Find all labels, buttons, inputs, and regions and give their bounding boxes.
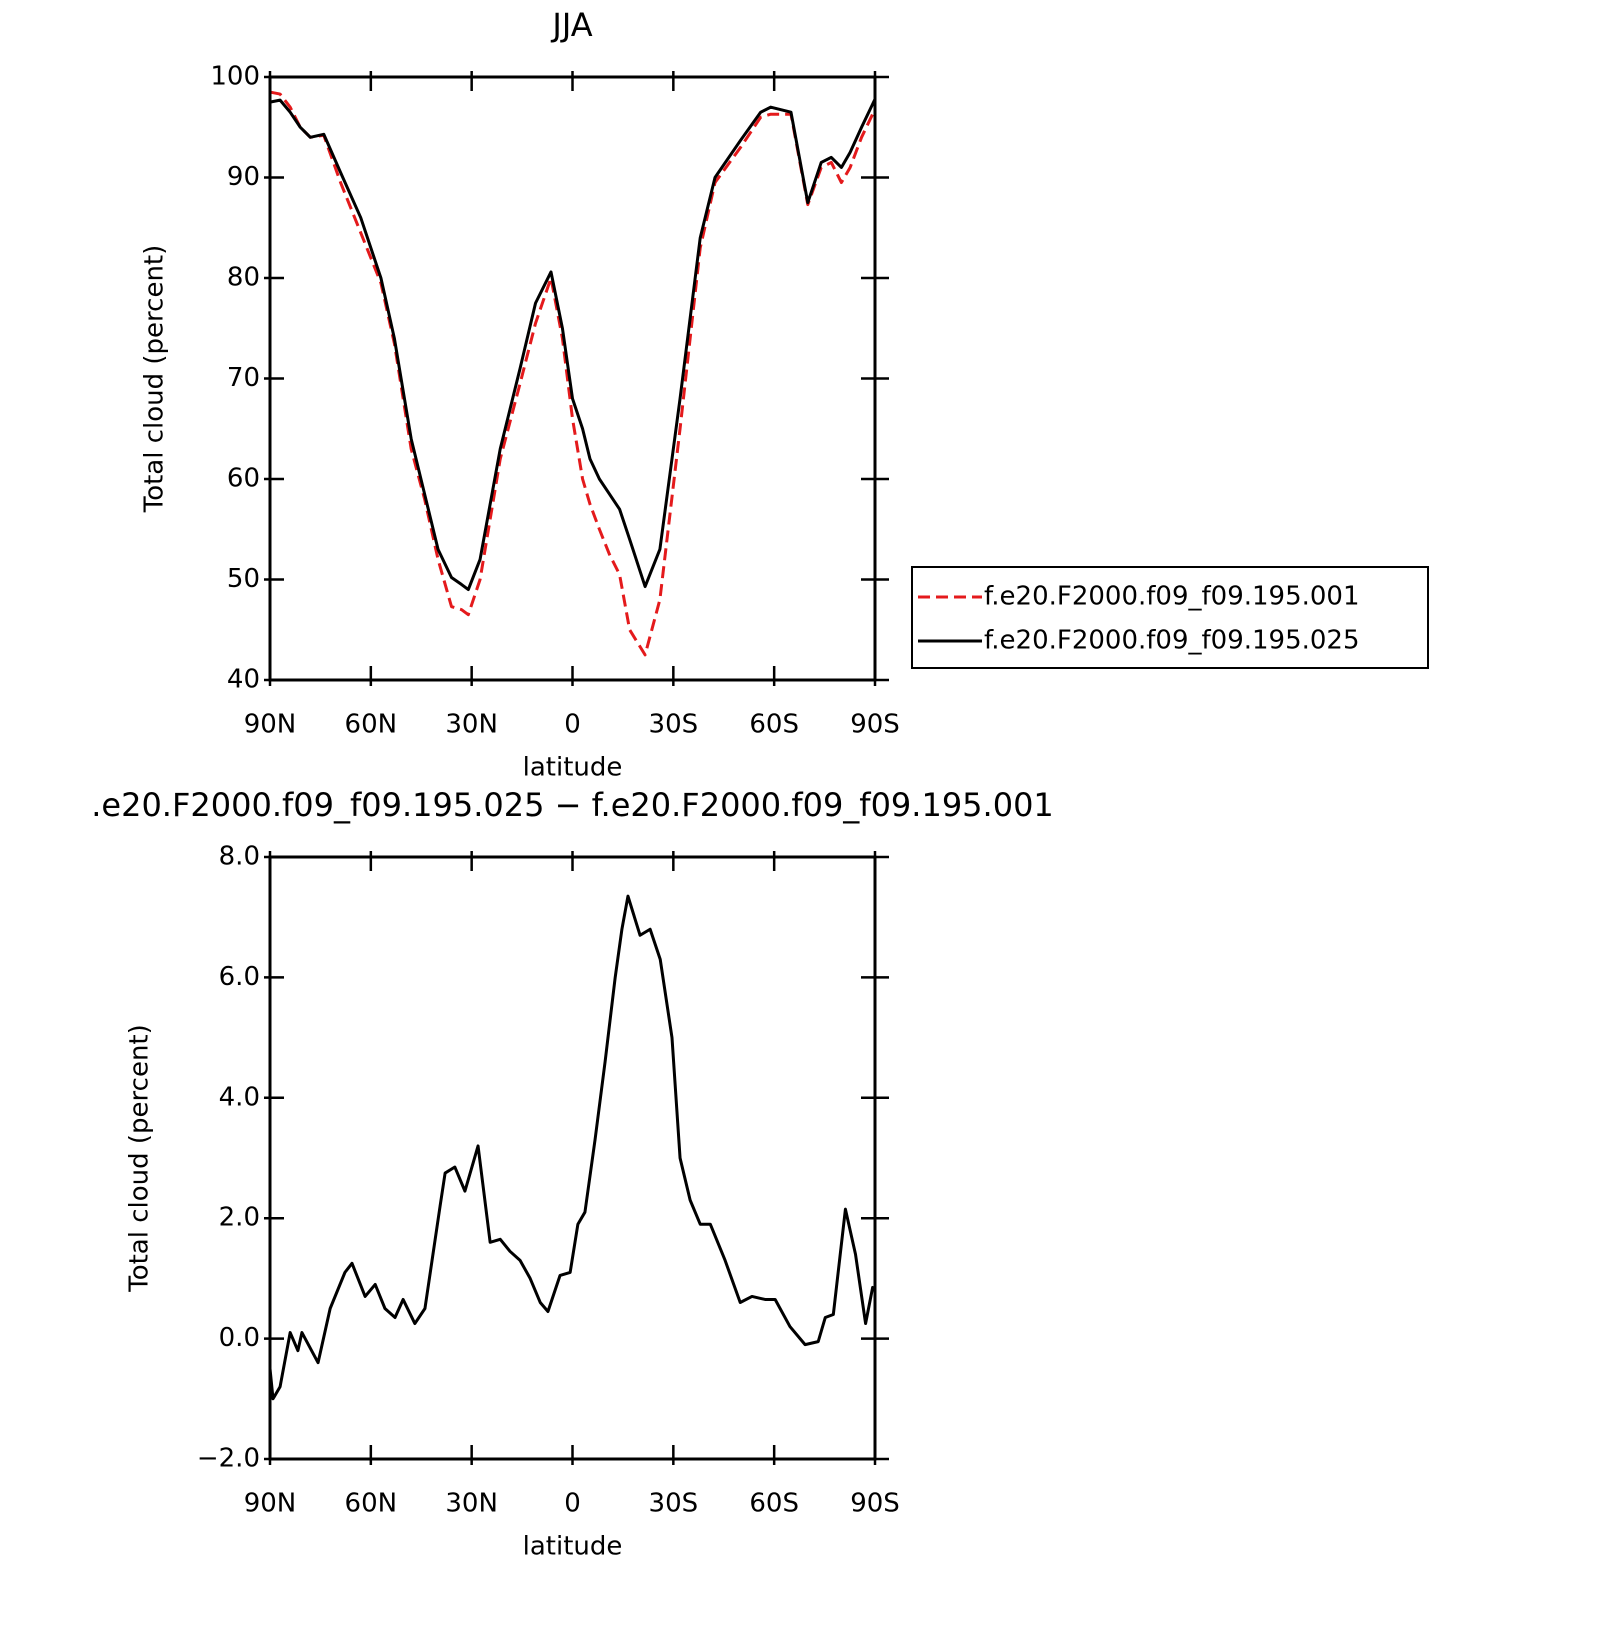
y-tick-label: 80 <box>227 263 260 293</box>
x-tick-label: 30S <box>649 1489 699 1519</box>
data-line <box>269 90 877 657</box>
y-axis-label: Total cloud (percent) <box>140 245 170 514</box>
x-tick-label: 90S <box>850 1489 900 1519</box>
chart-title: JJA <box>550 6 592 44</box>
legend-label: f.e20.F2000.f09_f09.195.001 <box>984 582 1360 612</box>
legend-label: f.e20.F2000.f09_f09.195.025 <box>984 626 1360 656</box>
y-tick-label: 100 <box>210 62 260 92</box>
y-tick-label: 40 <box>227 665 260 695</box>
y-axis-label: Total cloud (percent) <box>125 1024 155 1293</box>
y-tick-label: 6.0 <box>219 962 260 992</box>
x-tick-label: 60N <box>345 710 398 740</box>
y-tick-label: 4.0 <box>219 1082 260 1112</box>
x-tick-label: 90S <box>850 710 900 740</box>
chart-title: .e20.F2000.f09_f09.195.025 − f.e20.F2000… <box>91 786 1054 824</box>
x-tick-label: 30N <box>445 1489 498 1519</box>
data-line <box>268 894 877 1401</box>
y-tick-label: 0.0 <box>219 1323 260 1353</box>
x-tick-label: 0 <box>564 1489 581 1519</box>
x-tick-label: 60N <box>345 1489 398 1519</box>
x-tick-label: 60S <box>749 710 799 740</box>
y-tick-label: 90 <box>227 162 260 192</box>
x-tick-label: 60S <box>749 1489 799 1519</box>
legend-box <box>911 566 1429 669</box>
y-tick-label: 60 <box>227 464 260 494</box>
plot-frame <box>268 75 877 682</box>
y-tick-label: 2.0 <box>219 1203 260 1233</box>
x-tick-label: 0 <box>564 710 581 740</box>
y-tick-label: 50 <box>227 564 260 594</box>
y-tick-label: −2.0 <box>197 1444 260 1474</box>
data-line <box>269 98 877 592</box>
plot-frame <box>268 855 877 1461</box>
x-tick-label: 90N <box>244 1489 297 1519</box>
y-tick-label: 8.0 <box>219 842 260 872</box>
x-axis-label: latitude <box>523 1532 623 1562</box>
x-axis-label: latitude <box>523 753 623 783</box>
x-tick-label: 30S <box>649 710 699 740</box>
y-tick-label: 70 <box>227 363 260 393</box>
x-tick-label: 30N <box>445 710 498 740</box>
x-tick-label: 90N <box>244 710 297 740</box>
